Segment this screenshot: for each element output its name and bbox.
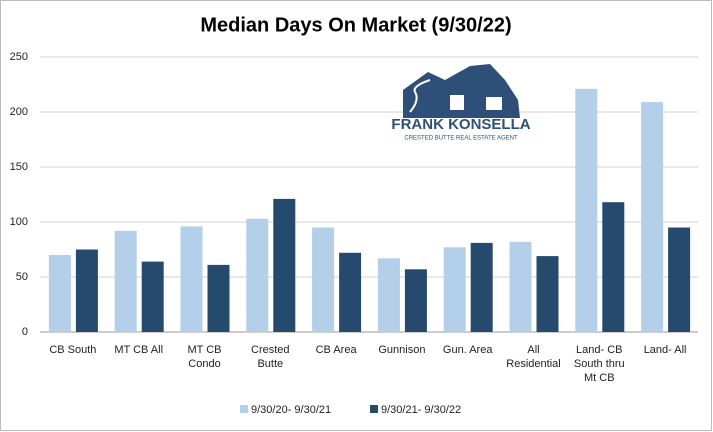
y-tick-label: 200: [10, 106, 28, 118]
logo-building: [450, 95, 464, 110]
x-tick-label: Land- All: [643, 344, 687, 356]
y-tick-label: 150: [10, 161, 28, 173]
logo-tagline: CRESTED BUTTE REAL ESTATE AGENT: [404, 136, 518, 142]
bar: [48, 255, 71, 332]
y-tick-label: 50: [16, 271, 28, 283]
x-tick-label: Gun. Area: [442, 344, 493, 356]
y-tick-label: 0: [22, 326, 28, 338]
bar: [207, 264, 230, 332]
x-tick-label: Crested Butte: [251, 344, 290, 370]
y-tick-label: 100: [10, 216, 28, 228]
x-tick-label: All Residential: [506, 344, 561, 370]
bar: [575, 88, 598, 333]
bar: [180, 226, 203, 332]
bar: [509, 241, 532, 332]
x-tick-label: CB South: [49, 344, 97, 356]
bar: [141, 261, 164, 332]
bar: [246, 218, 269, 332]
x-tick-label: MT CB Condo: [187, 344, 222, 370]
bar: [114, 230, 137, 332]
logo-road: [409, 79, 431, 113]
bar: [404, 269, 427, 332]
logo-building: [486, 97, 502, 110]
x-tick-label: CB Area: [315, 344, 357, 356]
bar: [312, 227, 335, 332]
bar: [536, 256, 559, 332]
bar: [75, 249, 98, 332]
bar: [602, 202, 625, 332]
bar: [443, 247, 466, 332]
bar: [339, 252, 362, 332]
x-tick-label: MT CB All: [114, 344, 164, 356]
logo-name: FRANK KONSELLA: [391, 116, 530, 133]
bar: [273, 198, 296, 332]
legend-swatch: [370, 405, 378, 413]
logo: FRANK KONSELLA CRESTED BUTTE REAL ESTATE…: [391, 64, 531, 142]
x-tick-label: Land- CB South thru Mt CB: [573, 344, 625, 384]
chart-title: Median Days On Market (9/30/22): [200, 14, 511, 36]
bar: [641, 102, 664, 332]
y-tick-label: 250: [10, 51, 28, 63]
legend-label: 9/30/20- 9/30/21: [251, 404, 331, 416]
bar: [668, 227, 691, 332]
legend-label: 9/30/21- 9/30/22: [381, 404, 461, 416]
bar: [470, 242, 493, 332]
bar: [377, 258, 400, 332]
x-tick-label: Gunnison: [378, 344, 426, 356]
legend-swatch: [240, 405, 248, 413]
